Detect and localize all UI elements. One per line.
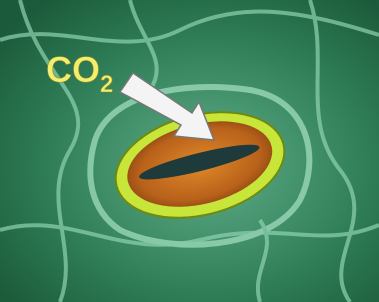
label-text: CO (46, 49, 100, 90)
micrograph: CO 2 (0, 0, 379, 302)
page: CO 2 (() => { const data = JSON.parse(do… (0, 0, 379, 302)
label-subscript: 2 (100, 71, 113, 98)
